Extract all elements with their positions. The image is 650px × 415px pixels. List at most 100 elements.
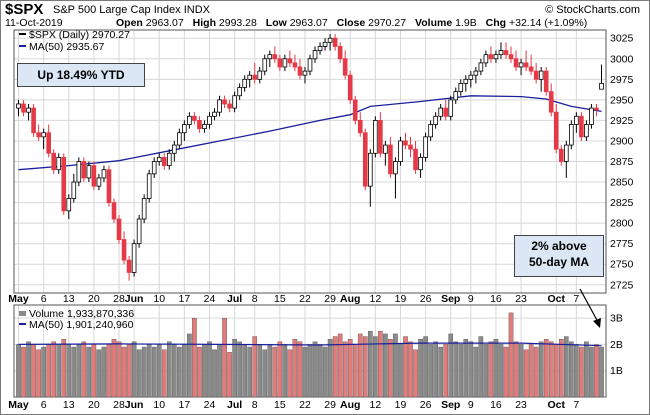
volume-bar bbox=[56, 344, 62, 398]
candle-body bbox=[277, 58, 283, 68]
price-panel-border bbox=[13, 29, 607, 294]
candle-body bbox=[322, 41, 328, 47]
volume-bar bbox=[453, 341, 459, 398]
date-tick-label: 10 bbox=[153, 399, 165, 411]
price-tick-label: 2900 bbox=[610, 135, 634, 147]
candle-body bbox=[56, 156, 62, 171]
date-tick-label: 15 bbox=[274, 293, 286, 305]
volume-bar bbox=[267, 344, 273, 398]
date-tick-label: 22 bbox=[299, 293, 311, 305]
date-tick-label: 29 bbox=[324, 293, 336, 305]
candle-body bbox=[388, 144, 393, 175]
volume-bar bbox=[302, 346, 308, 398]
candle-body bbox=[217, 99, 222, 113]
volume-bar bbox=[222, 317, 227, 398]
candle-body bbox=[292, 62, 298, 68]
volume-bar bbox=[327, 338, 333, 398]
candle-body bbox=[71, 181, 77, 199]
candle-body bbox=[443, 107, 449, 117]
date-tick-label: 20 bbox=[88, 293, 100, 305]
date-tick-label: 12 bbox=[369, 399, 381, 411]
candle-body bbox=[41, 132, 46, 138]
date-tick-label: 23 bbox=[515, 293, 527, 305]
date-tick-label: 9 bbox=[468, 293, 474, 305]
candle-body bbox=[61, 156, 67, 212]
candle-body bbox=[197, 120, 202, 130]
candle-body bbox=[136, 218, 142, 245]
volume-bar bbox=[383, 333, 388, 398]
volume-bar bbox=[257, 344, 263, 398]
volume-bar bbox=[322, 346, 328, 398]
candle-body bbox=[393, 161, 398, 175]
candle-body bbox=[553, 111, 559, 150]
candle-body bbox=[237, 87, 242, 97]
volume-bar bbox=[81, 341, 87, 398]
candle-body bbox=[26, 107, 31, 113]
price-tick-label: 2950 bbox=[610, 94, 634, 106]
volume-bar bbox=[202, 344, 207, 398]
volume-bar bbox=[252, 336, 258, 398]
candle-body bbox=[126, 259, 132, 273]
volume-bar bbox=[197, 346, 202, 398]
volume-bar bbox=[362, 336, 368, 398]
volume-bar bbox=[287, 349, 293, 398]
volume-bar bbox=[574, 344, 579, 398]
volume-bar bbox=[543, 338, 549, 398]
candle-body bbox=[307, 58, 313, 72]
volume-bar bbox=[448, 333, 454, 398]
volume-bar bbox=[232, 338, 237, 398]
volume-bar bbox=[438, 346, 443, 398]
volume-bar bbox=[101, 346, 107, 398]
volume-bar bbox=[433, 341, 438, 398]
volume-bar bbox=[156, 344, 162, 398]
volume-bar bbox=[563, 336, 569, 398]
volume-bar bbox=[182, 344, 187, 398]
volume-bar bbox=[408, 341, 413, 398]
candle-body bbox=[558, 148, 564, 162]
date-tick-label: Jul bbox=[227, 399, 242, 411]
candle-body bbox=[538, 70, 544, 80]
candle-body bbox=[212, 111, 217, 117]
volume-bar bbox=[192, 317, 197, 398]
price-tick-label: 2825 bbox=[610, 197, 634, 209]
candle-body bbox=[16, 103, 21, 109]
candle-body bbox=[282, 58, 288, 68]
candle-body bbox=[498, 50, 504, 56]
candle-body bbox=[187, 115, 192, 125]
close-label: Close bbox=[336, 17, 366, 29]
date-tick-label: 26 bbox=[420, 293, 432, 305]
date-tick-label: 10 bbox=[153, 293, 165, 305]
candle-body bbox=[357, 120, 363, 134]
volume-bar bbox=[36, 349, 41, 398]
candle-body bbox=[36, 132, 41, 138]
candle-body bbox=[227, 103, 232, 109]
candle-body bbox=[171, 144, 177, 154]
ma50-line bbox=[18, 95, 602, 171]
open-value: 2963.07 bbox=[145, 17, 184, 29]
price-tick-label: 2975 bbox=[610, 74, 634, 86]
price-tick-label: 3000 bbox=[610, 53, 634, 65]
ma-callout-line1: 2% above bbox=[531, 239, 587, 253]
candle-body bbox=[141, 198, 147, 220]
candle-body bbox=[563, 144, 569, 162]
candle-body bbox=[584, 124, 589, 138]
volume-bar bbox=[292, 338, 298, 398]
candle-body bbox=[177, 132, 182, 146]
candlesticks bbox=[16, 34, 604, 281]
volume-bar bbox=[131, 341, 137, 398]
index-full-name: S&P 500 Large Cap Index bbox=[53, 4, 181, 16]
volume-bar bbox=[312, 341, 318, 398]
candle-body bbox=[166, 152, 172, 167]
price-tick-label: 2875 bbox=[610, 156, 634, 168]
candle-body bbox=[111, 202, 117, 220]
volume-bar bbox=[483, 344, 489, 398]
candle-body bbox=[468, 74, 474, 80]
date-tick-label: 17 bbox=[179, 293, 191, 305]
volume-bar bbox=[46, 344, 51, 398]
candle-body bbox=[378, 120, 383, 154]
copyright-notice: © StockCharts.com bbox=[545, 4, 640, 16]
symbol-title: $SPX bbox=[5, 1, 44, 18]
candle-body bbox=[483, 54, 489, 64]
candle-body bbox=[418, 156, 423, 171]
volume-bar bbox=[277, 341, 283, 398]
